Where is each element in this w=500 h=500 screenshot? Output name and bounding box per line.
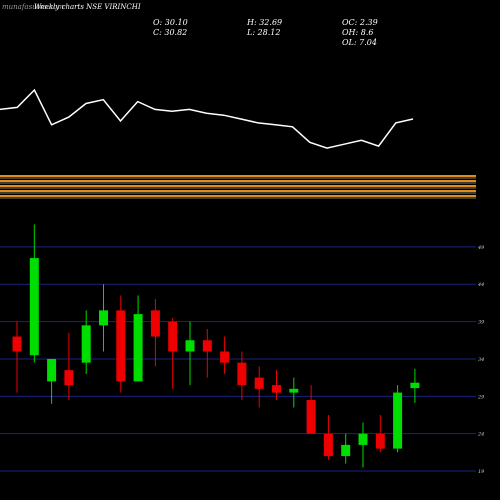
price-grid — [0, 246, 476, 472]
support-bands — [0, 175, 476, 199]
brand-watermark: munafasutra.com — [2, 3, 65, 11]
tick-label-34: 34 — [478, 357, 484, 363]
candle-body-8 — [150, 310, 160, 337]
candle-body-23 — [410, 382, 420, 389]
close-value: C: 30.82 — [153, 28, 188, 37]
candle-body-5 — [99, 310, 108, 326]
candle-body-16 — [289, 388, 299, 393]
price-tick-labels: 19 24 29 34 39 44 49 — [477, 245, 485, 475]
candle-body-12 — [220, 351, 230, 363]
candle-body-21 — [375, 433, 385, 449]
low-value: L: 28.12 — [247, 28, 281, 37]
candle-body-0 — [12, 336, 22, 352]
open-value: O: 30.10 — [153, 18, 188, 27]
indicator-polyline — [0, 88, 414, 149]
candle-body-3 — [64, 370, 74, 386]
high-value: H: 32.69 — [247, 18, 283, 27]
tick-label-24: 24 — [477, 432, 484, 438]
candle-body-15 — [272, 385, 281, 393]
candle-body-9 — [168, 321, 178, 352]
chart-title: Weekly charts NSE VIRINCHI — [34, 3, 141, 11]
tick-label-49: 49 — [477, 245, 485, 251]
tick-label-19: 19 — [478, 469, 485, 475]
candle-body-6 — [116, 310, 126, 382]
oc-value: OC: 2.39 — [342, 18, 378, 27]
tick-label-29: 29 — [477, 394, 485, 400]
candle-body-18 — [323, 433, 333, 457]
tick-label-44: 44 — [477, 282, 484, 288]
candle-body-2 — [47, 358, 57, 382]
candle-body-1 — [29, 258, 39, 356]
oh-value: OH: 8.6 — [342, 28, 374, 37]
candle-body-19 — [341, 444, 351, 457]
candle-body-13 — [237, 362, 247, 386]
candle-body-11 — [202, 340, 212, 352]
candle-body-17 — [306, 400, 316, 434]
candle-body-14 — [254, 377, 264, 389]
candle-body-7 — [133, 314, 143, 382]
indicator-line — [0, 88, 414, 149]
candle-body-4 — [81, 325, 91, 363]
candle-body-22 — [393, 392, 403, 449]
ol-value: OL: 7.04 — [342, 38, 377, 47]
tick-label-39: 39 — [478, 320, 485, 326]
candle-body-10 — [185, 340, 195, 352]
candle-body-20 — [358, 433, 368, 445]
candles — [12, 224, 420, 468]
